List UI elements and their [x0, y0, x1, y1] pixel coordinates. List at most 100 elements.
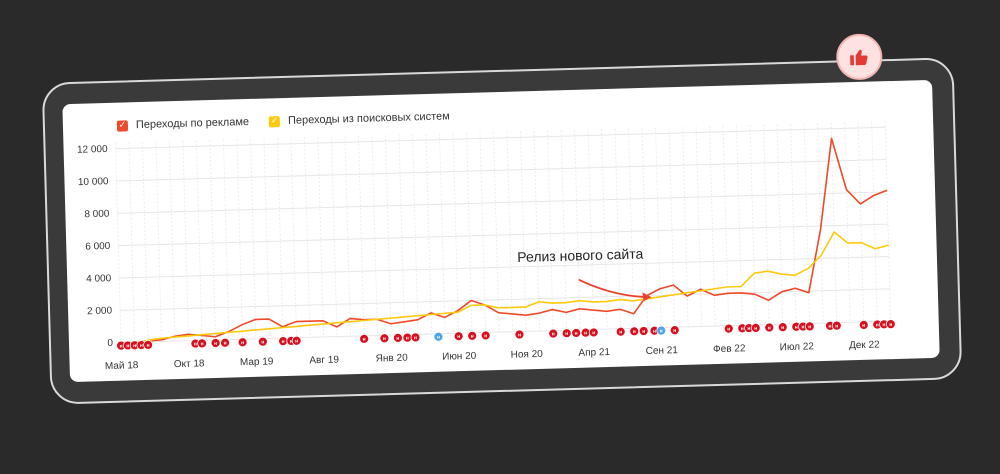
event-marker — [777, 322, 788, 333]
grid-line-vertical — [763, 124, 770, 325]
event-marker-label: н — [727, 326, 730, 332]
grid-line-vertical — [520, 131, 527, 332]
x-tick-label: Мар 19 — [240, 356, 274, 368]
grid-line-vertical — [844, 122, 851, 323]
event-marker-label: н — [201, 341, 204, 347]
grid-line-vertical — [425, 134, 433, 334]
event-marker-blue — [433, 331, 444, 342]
grid-line-vertical — [574, 129, 581, 330]
event-marker — [831, 320, 842, 331]
event-marker-label: н — [282, 339, 285, 345]
event-marker-blue — [656, 325, 667, 336]
event-marker-label: н — [363, 337, 366, 343]
x-tick-label: Авг 19 — [309, 355, 339, 367]
y-tick-label: 10 000 — [78, 176, 109, 188]
grid-line-vertical — [560, 130, 568, 331]
grid-line-vertical — [803, 123, 811, 324]
event-marker — [615, 326, 626, 337]
event-marker-label: н — [862, 323, 865, 329]
grid-line-vertical — [601, 129, 608, 330]
grid-line-vertical — [371, 135, 379, 336]
grid-line-vertical — [776, 124, 784, 325]
event-marker — [588, 327, 599, 338]
grid-line-vertical — [533, 130, 541, 331]
event-marker-label: н — [808, 324, 811, 330]
x-tick-label: Май 18 — [105, 360, 139, 372]
event-marker — [561, 328, 572, 339]
event-marker — [197, 338, 208, 349]
event-marker-label: н — [126, 343, 129, 349]
event-marker — [764, 322, 775, 333]
grid-line-horizontal — [116, 159, 887, 182]
x-tick-label: Фев 22 — [713, 343, 746, 355]
grid-line-vertical — [614, 128, 622, 329]
grid-line-vertical — [857, 121, 865, 322]
thumbs-up-badge — [835, 33, 883, 81]
grid-line-vertical — [182, 140, 190, 341]
event-marker — [453, 331, 464, 342]
grid-line-vertical — [276, 138, 284, 339]
x-tick-label: Ноя 20 — [511, 349, 544, 361]
grid-line-vertical — [330, 136, 338, 337]
event-marker — [359, 333, 370, 344]
event-marker-label: н — [835, 323, 838, 329]
event-marker-label: н — [214, 341, 217, 347]
event-marker-label: н — [484, 333, 487, 339]
event-marker — [210, 338, 221, 348]
y-tick-label: 0 — [107, 338, 113, 349]
event-marker-label: н — [565, 331, 568, 337]
grid-line-vertical — [628, 128, 635, 329]
grid-line-vertical — [290, 137, 298, 338]
grid-line-vertical — [236, 139, 244, 340]
x-tick-label: Окт 18 — [174, 358, 205, 370]
event-marker-label: н — [383, 336, 386, 342]
y-tick-label: 6 000 — [85, 241, 111, 253]
grid-line-vertical — [871, 121, 878, 322]
event-marker — [393, 332, 403, 343]
annotation-text: Релиз нового сайта — [517, 245, 644, 265]
grid-line-vertical — [114, 142, 122, 343]
event-marker-label: н — [584, 330, 587, 336]
grid-line-horizontal — [120, 288, 890, 311]
series-line-ads — [120, 137, 888, 344]
event-marker-label: н — [795, 325, 798, 331]
thumbs-up-icon — [850, 49, 868, 66]
event-marker-label: н — [471, 334, 474, 340]
event-marker-label: н — [552, 331, 555, 337]
grid-line-vertical — [749, 124, 757, 325]
grid-line-vertical — [655, 127, 662, 328]
event-marker-label: н — [801, 324, 804, 330]
grid-line-vertical — [168, 141, 176, 342]
grid-line-vertical — [479, 132, 487, 333]
event-marker — [514, 329, 525, 340]
grid-line-vertical — [695, 126, 703, 327]
grid-line-vertical — [222, 139, 230, 340]
grid-line-vertical — [790, 123, 797, 324]
grid-line-vertical — [722, 125, 730, 326]
y-tick-label: 2 000 — [87, 306, 113, 318]
grid-line-vertical — [344, 136, 352, 337]
event-marker-label: н — [741, 326, 744, 332]
y-tick-label: 12 000 — [77, 144, 108, 156]
grid-line-vertical — [452, 133, 460, 334]
event-marker-label: н — [261, 339, 264, 345]
annotation-arrow — [578, 278, 650, 299]
event-marker-label: н — [882, 322, 885, 328]
x-tick-label: Сен 21 — [646, 345, 679, 357]
grid-line-vertical — [709, 126, 716, 327]
grid-line-vertical — [466, 132, 473, 333]
event-marker-label: н — [633, 329, 636, 335]
event-marker-blue-label: н — [660, 328, 663, 334]
event-marker-label: н — [642, 329, 645, 335]
event-marker-label: н — [194, 341, 197, 347]
grid-line-vertical — [357, 135, 365, 336]
grid-line-vertical — [506, 131, 514, 332]
grid-line-vertical — [155, 141, 163, 342]
grid-line-horizontal — [115, 126, 886, 150]
grid-line-horizontal — [119, 255, 889, 279]
event-marker — [858, 319, 869, 330]
grid-line-vertical — [884, 121, 892, 322]
event-marker-label: н — [457, 334, 460, 340]
event-marker-label: н — [414, 335, 417, 341]
